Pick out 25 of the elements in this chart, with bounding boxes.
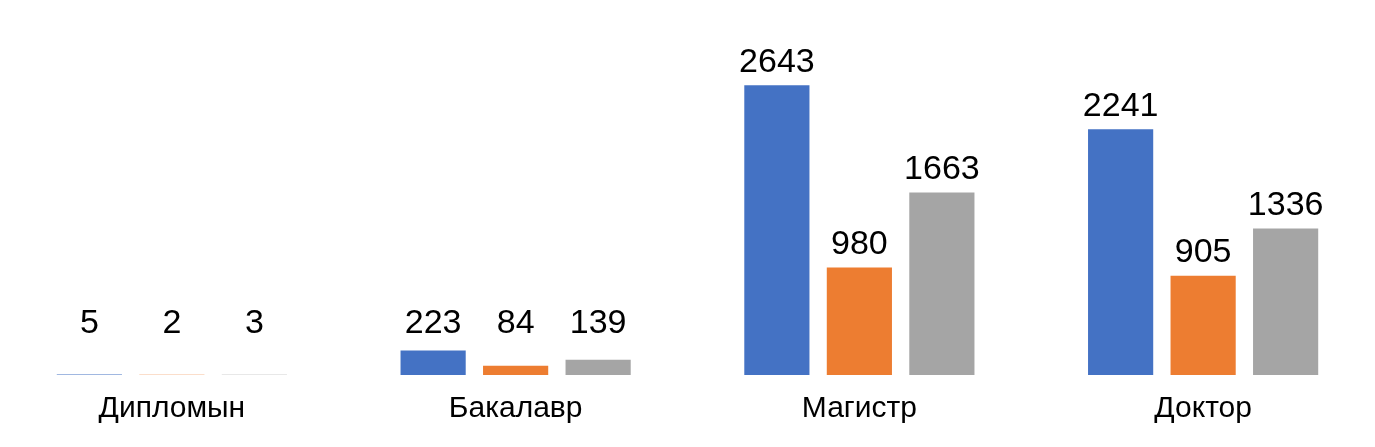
bar <box>1088 129 1154 375</box>
bar <box>1253 228 1319 375</box>
bar <box>565 359 631 375</box>
data-label: 905 <box>1174 231 1232 270</box>
data-label: 2 <box>162 302 182 341</box>
data-label: 139 <box>569 302 627 341</box>
data-label: 1663 <box>904 148 980 186</box>
data-label: 84 <box>496 302 535 341</box>
x-tick-label: Дипломын <box>98 390 246 424</box>
bar <box>1170 275 1236 375</box>
data-label: 1336 <box>1247 183 1324 222</box>
x-tick-label: Магистр <box>801 390 917 424</box>
bar <box>826 267 892 375</box>
bar <box>909 192 975 375</box>
bar <box>483 365 549 375</box>
bar <box>744 85 810 375</box>
data-label: 2643 <box>739 40 815 79</box>
data-label: 223 <box>404 302 462 341</box>
x-tick-label: Доктор <box>1154 390 1252 424</box>
x-tick-label: Бакалавр <box>448 390 583 424</box>
data-label: 3 <box>244 302 264 341</box>
bar <box>400 350 466 375</box>
data-label: 980 <box>831 222 888 261</box>
data-label: 2241 <box>1082 84 1159 123</box>
data-label: 5 <box>79 302 99 341</box>
